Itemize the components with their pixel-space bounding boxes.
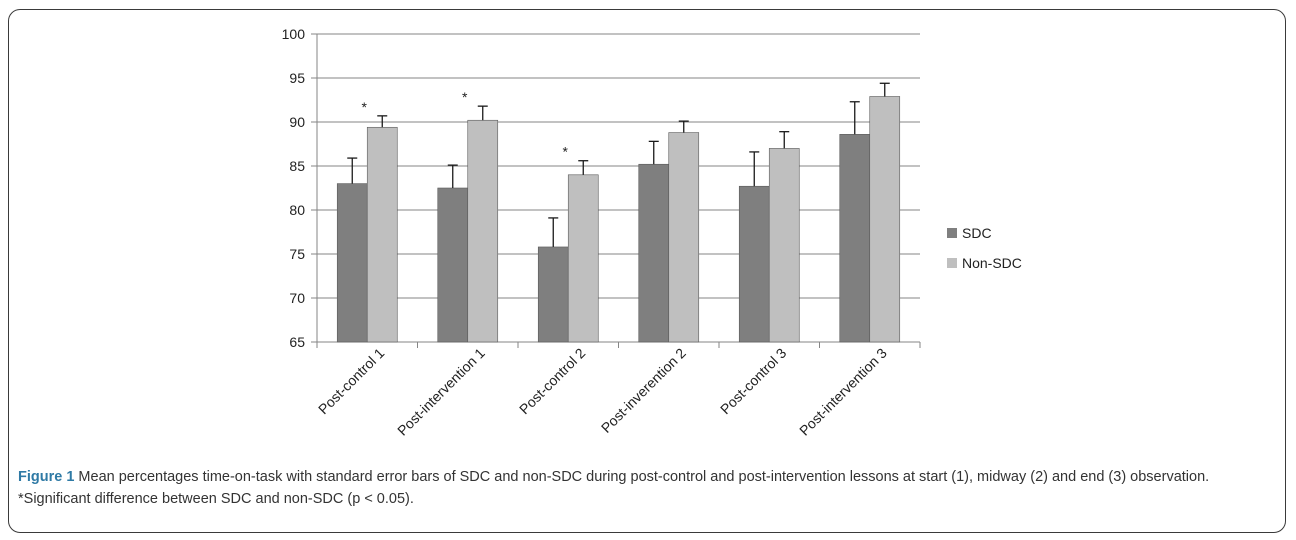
y-tick-label: 85 — [289, 158, 305, 174]
y-tick-label: 70 — [289, 290, 305, 306]
bar-sdc — [638, 163, 670, 343]
bar-non-sdc — [567, 174, 599, 343]
y-tick-label: 80 — [289, 202, 305, 218]
bar-sdc — [537, 246, 569, 343]
x-tick-label: Post-control 1 — [315, 345, 388, 418]
bar-sdc — [738, 185, 770, 343]
significance-asterisk: * — [563, 144, 569, 160]
x-tick-label: Post-intervention 3 — [796, 345, 890, 439]
caption-text: Mean percentages time-on-task with stand… — [18, 469, 1210, 507]
x-tick-label: Post-control 3 — [717, 345, 790, 418]
caption-label: Figure 1 — [18, 469, 75, 485]
x-tick-label: Post-inverention 2 — [598, 345, 689, 436]
bar-sdc — [336, 183, 368, 343]
y-tick-label: 100 — [282, 26, 306, 42]
bars — [336, 96, 901, 343]
bar-sdc — [839, 134, 871, 343]
bar-non-sdc — [467, 119, 499, 343]
x-axis-labels: Post-control 1 Post-intervention 1 Post-co… — [315, 345, 890, 439]
x-tick-label: Post-control 2 — [516, 345, 589, 418]
figure-frame — [8, 9, 1286, 533]
y-tick-label: 95 — [289, 70, 305, 86]
error-bars — [347, 82, 890, 247]
bar-sdc — [437, 187, 469, 343]
legend-swatch-sdc — [947, 228, 957, 238]
legend-swatch-non-sdc — [947, 258, 957, 268]
legend-label: SDC — [962, 225, 992, 241]
y-tick-label: 75 — [289, 246, 305, 262]
bar-non-sdc — [366, 126, 398, 343]
significance-asterisk: * — [462, 89, 468, 105]
x-tick-label: Post-intervention 1 — [394, 345, 488, 439]
significance-markers: * * * — [362, 89, 569, 160]
bar-non-sdc — [869, 96, 901, 343]
legend-label: Non-SDC — [962, 255, 1022, 271]
figure-caption: Figure 1 Mean percentages time-on-task w… — [18, 466, 1280, 510]
significance-asterisk: * — [362, 99, 368, 115]
bar-non-sdc — [768, 148, 800, 343]
grid-lines — [311, 33, 921, 348]
y-axis-ticks: 65 70 75 80 85 90 95 100 — [282, 26, 306, 350]
bar-non-sdc — [668, 132, 700, 343]
legend: SDC Non-SDC — [947, 225, 1022, 271]
y-tick-label: 90 — [289, 114, 305, 130]
y-tick-label: 65 — [289, 334, 305, 350]
